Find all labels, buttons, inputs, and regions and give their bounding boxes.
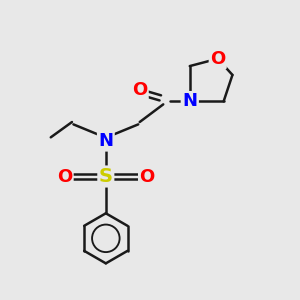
Text: O: O: [210, 50, 225, 68]
Text: O: O: [132, 81, 147, 99]
Text: N: N: [98, 132, 113, 150]
Text: N: N: [182, 92, 197, 110]
Text: S: S: [99, 167, 113, 186]
Text: O: O: [57, 167, 72, 185]
Text: N: N: [182, 92, 197, 110]
Text: O: O: [140, 167, 155, 185]
